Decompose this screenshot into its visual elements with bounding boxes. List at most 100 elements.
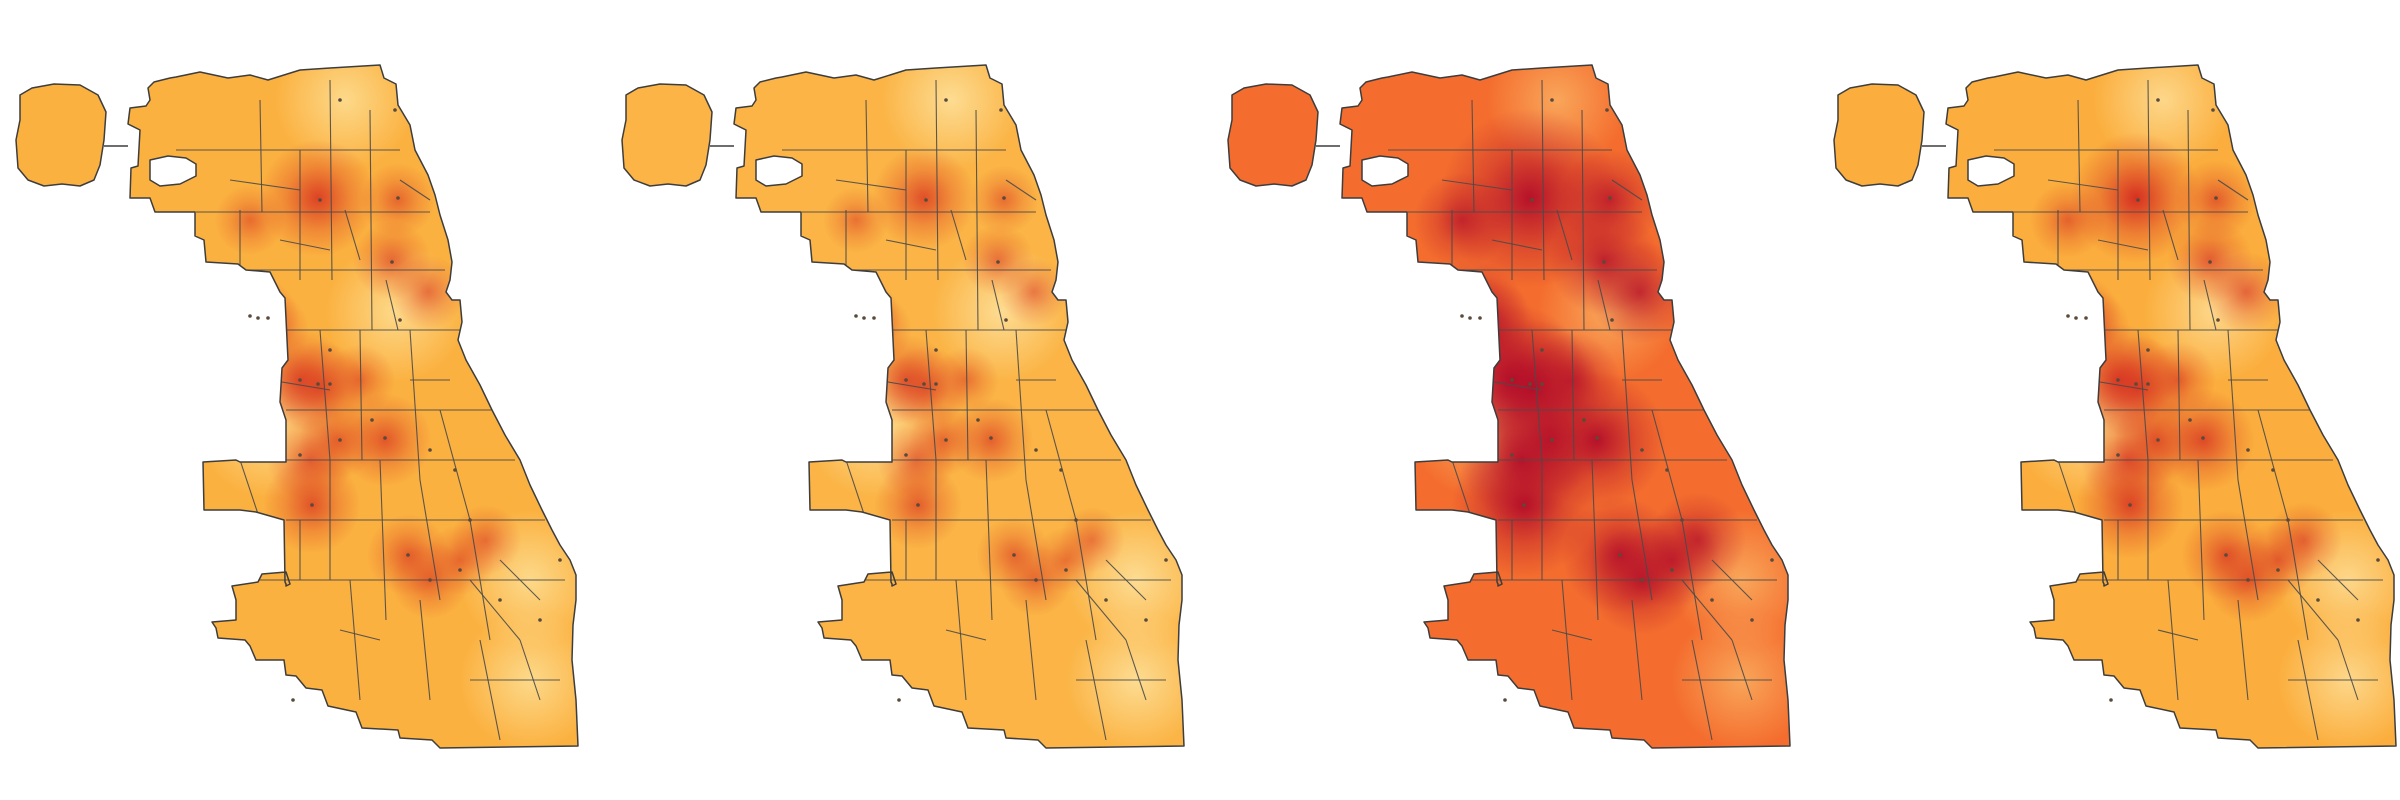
location-point <box>2146 348 2150 352</box>
map-panel-4 <box>1833 64 2397 749</box>
location-point <box>2128 503 2132 507</box>
location-point <box>2156 98 2160 102</box>
location-point <box>458 568 462 572</box>
location-point <box>2156 438 2160 442</box>
location-point <box>1478 316 1482 320</box>
location-point <box>1595 436 1599 440</box>
hotspot <box>999 257 1069 327</box>
location-point <box>2214 196 2218 200</box>
location-point <box>944 98 948 102</box>
hotspot <box>1059 507 1125 573</box>
location-point <box>1503 698 1507 702</box>
location-point <box>2146 382 2150 386</box>
hotspot <box>1524 332 1620 428</box>
notch-area <box>1967 155 2015 187</box>
location-point <box>2109 698 2113 702</box>
location-point <box>370 418 374 422</box>
location-point <box>256 316 260 320</box>
location-point <box>328 382 332 386</box>
airport-outline <box>1227 83 1319 187</box>
community-boundaries <box>782 79 1171 741</box>
low-density-area <box>881 65 1021 170</box>
location-point <box>897 698 901 702</box>
location-point <box>916 503 920 507</box>
airport-outline <box>1833 83 1925 187</box>
location-point <box>2276 568 2280 572</box>
location-point <box>1610 318 1614 322</box>
location-point <box>2376 558 2380 562</box>
location-point <box>872 316 876 320</box>
location-point <box>922 382 926 386</box>
map-panel-1 <box>15 64 579 749</box>
location-point <box>453 468 457 472</box>
location-point <box>1510 378 1514 382</box>
location-point <box>2134 382 2138 386</box>
notch-area <box>149 155 197 187</box>
location-point <box>1522 503 1526 507</box>
location-point <box>2224 553 2228 557</box>
location-point <box>854 314 858 318</box>
location-point <box>338 98 342 102</box>
location-point <box>2066 314 2070 318</box>
location-point <box>934 348 938 352</box>
location-point <box>1640 448 1644 452</box>
location-point <box>428 578 432 582</box>
hotspot <box>324 344 396 416</box>
location-point <box>298 378 302 382</box>
location-point <box>1064 568 1068 572</box>
location-point <box>2211 108 2215 112</box>
location-point <box>1680 518 1684 522</box>
location-point <box>1640 578 1644 582</box>
location-point <box>976 418 980 422</box>
location-point <box>498 598 502 602</box>
location-point <box>1144 618 1148 622</box>
hotspot <box>2265 501 2343 579</box>
location-point <box>989 436 993 440</box>
airport-outline <box>621 83 713 187</box>
location-point <box>328 348 332 352</box>
location-point <box>1002 196 1006 200</box>
location-point <box>248 314 252 318</box>
location-point <box>1530 198 1534 202</box>
city-outline <box>733 64 1185 749</box>
location-point <box>1770 558 1774 562</box>
location-point <box>1540 382 1544 386</box>
hotspot <box>2029 181 2107 259</box>
location-point <box>2246 578 2250 582</box>
location-point <box>393 108 397 112</box>
hotspot <box>259 139 377 257</box>
location-point <box>904 453 908 457</box>
location-point <box>934 382 938 386</box>
community-boundaries <box>1388 79 1777 741</box>
location-point <box>1034 578 1038 582</box>
location-point <box>1710 598 1714 602</box>
location-point <box>558 558 562 562</box>
location-point <box>1034 448 1038 452</box>
location-point <box>318 198 322 202</box>
location-point <box>298 453 302 457</box>
hotspot <box>969 165 1039 235</box>
location-point <box>1750 618 1754 622</box>
location-point <box>538 618 542 622</box>
notch-area <box>755 155 803 187</box>
hotspot <box>2139 341 2217 419</box>
city-outline <box>127 64 579 749</box>
location-point <box>310 503 314 507</box>
community-boundaries <box>1994 79 2383 741</box>
hotspot <box>214 184 286 256</box>
location-point <box>383 436 387 440</box>
location-point <box>468 518 472 522</box>
location-point <box>2084 316 2088 320</box>
location-point <box>1528 382 1532 386</box>
hotspot <box>2175 159 2257 241</box>
community-boundaries <box>176 79 565 741</box>
location-point <box>1540 348 1544 352</box>
location-point <box>2208 260 2212 264</box>
location-point <box>1608 196 1612 200</box>
location-point <box>1460 314 1464 318</box>
map-panel-3 <box>1227 64 1791 749</box>
city-outline <box>1339 64 1791 749</box>
location-point <box>396 196 400 200</box>
hotspot <box>1588 240 1692 344</box>
